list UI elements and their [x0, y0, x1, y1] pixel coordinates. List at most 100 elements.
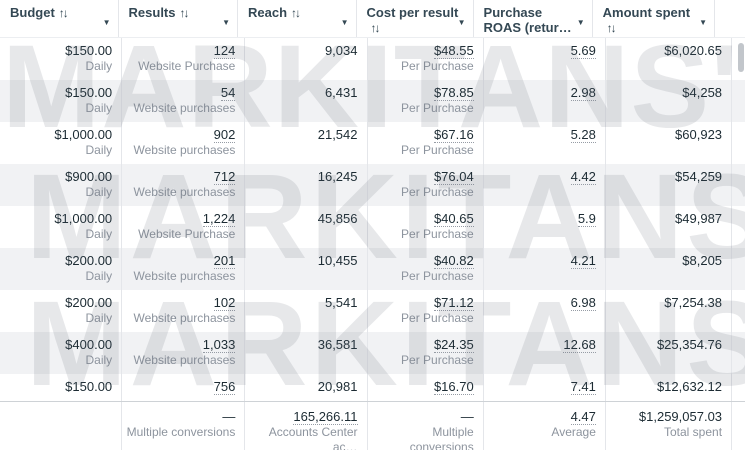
results-total-cell: — Multiple conversions: [122, 402, 246, 450]
cost-per-result-cell: $40.65 Per Purchase: [368, 206, 484, 248]
purchase-roas-cell: 7.41: [484, 374, 606, 401]
budget-cell: $900.00 Daily: [0, 164, 123, 206]
cost-per-result-value[interactable]: $67.16: [433, 127, 474, 143]
budget-value: $1,000.00: [54, 127, 113, 142]
results-total-value: —: [222, 409, 236, 424]
cost-per-result-value[interactable]: $78.85: [433, 85, 474, 101]
column-header-budget[interactable]: Budget ↑↓ ▼: [0, 0, 119, 37]
purchase-roas-value[interactable]: 12.68: [563, 337, 596, 353]
cost-per-result-value[interactable]: $16.70: [433, 379, 474, 395]
reach-total-value[interactable]: 165,266.11: [293, 409, 358, 425]
amount-spent-value: $4,258: [682, 85, 723, 100]
budget-cell: $200.00 Daily: [0, 290, 123, 332]
reach-cell: 36,581: [245, 332, 368, 374]
results-value[interactable]: 124: [213, 43, 236, 59]
purchase-roas-cell: 4.21: [484, 248, 606, 290]
amount-spent-value: $12,632.12: [656, 379, 723, 394]
budget-frequency: Daily: [85, 59, 113, 73]
budget-frequency: Daily: [85, 101, 113, 115]
purchase-roas-total-cell: 4.47 Average: [484, 402, 606, 450]
column-header-reach[interactable]: Reach ↑↓ ▼: [238, 0, 357, 37]
column-label: Purchase: [483, 5, 543, 20]
purchase-roas-cell: 5.69: [484, 38, 606, 80]
cost-per-result-value[interactable]: $76.04: [433, 169, 474, 185]
chevron-down-icon[interactable]: ▼: [699, 18, 707, 27]
result-type: Website purchases: [133, 311, 236, 325]
column-label: Results: [128, 5, 176, 20]
column-header-results[interactable]: Results ↑↓ ▼: [119, 0, 239, 37]
results-value[interactable]: 102: [213, 295, 236, 311]
amount-spent-cell: $49,987: [606, 206, 733, 248]
chevron-down-icon[interactable]: ▼: [340, 18, 349, 27]
reach-value: 20,981: [317, 379, 358, 394]
amount-spent-total-cell: $1,259,057.03 Total spent: [606, 402, 733, 450]
sort-icon[interactable]: ↑↓: [606, 21, 617, 35]
reach-cell: 21,542: [245, 122, 368, 164]
footer-spacer: [732, 402, 745, 450]
results-cell: 756: [122, 374, 246, 401]
reach-total-cell: 165,266.11 Accounts Center ac…: [245, 402, 368, 450]
purchase-roas-cell: 5.9: [484, 206, 606, 248]
sort-icon[interactable]: ↑↓: [58, 6, 69, 20]
reach-value: 45,856: [317, 211, 358, 226]
purchase-roas-value[interactable]: 5.69: [570, 43, 596, 59]
cost-per-result-total-label: Multiple conversions: [409, 425, 474, 450]
budget-value: $200.00: [65, 253, 113, 268]
result-type: Website purchases: [133, 353, 236, 367]
budget-cell: $1,000.00 Daily: [0, 122, 123, 164]
chevron-down-icon[interactable]: ▼: [576, 18, 585, 27]
column-label: Cost per result: [366, 5, 459, 20]
sort-icon[interactable]: ↑↓: [291, 6, 301, 20]
amount-spent-cell: $12,632.12: [606, 374, 733, 401]
scrollbar-thumb[interactable]: [738, 43, 744, 72]
cost-per-result-value[interactable]: $40.65: [433, 211, 474, 227]
results-value[interactable]: 201: [213, 253, 236, 269]
table-body: $150.00 Daily 124 Website Purchase 9,034…: [0, 38, 745, 401]
cost-per-result-value[interactable]: $24.35: [433, 337, 474, 353]
purchase-roas-value[interactable]: 6.98: [570, 295, 596, 311]
results-value[interactable]: 756: [213, 379, 236, 395]
cost-per-result-value[interactable]: $48.55: [433, 43, 474, 59]
cost-per-result-type: Per Purchase: [401, 143, 474, 157]
purchase-roas-value[interactable]: 5.9: [577, 211, 596, 227]
budget-value: $1,000.00: [54, 211, 113, 226]
row-spacer: [732, 80, 745, 122]
column-label: ROAS (retur…: [483, 20, 572, 35]
purchase-roas-value[interactable]: 2.98: [570, 85, 596, 101]
purchase-roas-value[interactable]: 7.41: [570, 379, 596, 395]
amount-spent-value: $7,254.38: [664, 295, 723, 310]
column-header-amount-spent[interactable]: Amount spent↑↓ ▼: [593, 0, 715, 37]
column-header-spacer: [715, 0, 745, 37]
reach-value: 5,541: [324, 295, 358, 310]
reach-cell: 45,856: [245, 206, 368, 248]
cost-per-result-value[interactable]: $71.12: [433, 295, 474, 311]
results-value[interactable]: 1,033: [202, 337, 236, 353]
row-spacer: [732, 248, 745, 290]
sort-icon[interactable]: ↑↓: [370, 21, 381, 35]
purchase-roas-total-value[interactable]: 4.47: [570, 409, 596, 425]
chevron-down-icon[interactable]: ▼: [102, 18, 111, 27]
purchase-roas-value[interactable]: 4.21: [570, 253, 596, 269]
budget-cell: $1,000.00 Daily: [0, 206, 123, 248]
reach-total-label: Accounts Center ac…: [268, 425, 358, 450]
purchase-roas-value[interactable]: 5.28: [570, 127, 596, 143]
results-value[interactable]: 54: [220, 85, 236, 101]
totals-row: — Multiple conversions 165,266.11 Accoun…: [0, 401, 745, 450]
table-row: $400.00 Daily 1,033 Website purchases 36…: [0, 332, 745, 374]
chevron-down-icon[interactable]: ▼: [457, 18, 466, 27]
column-header-purchase-roas[interactable]: Purchase ROAS (retur… ▼: [474, 0, 593, 37]
sort-icon[interactable]: ↑↓: [179, 6, 190, 20]
column-header-cost-per-result[interactable]: Cost per result↑↓ ▼: [357, 0, 474, 37]
cost-per-result-value[interactable]: $40.82: [433, 253, 474, 269]
table-row: $900.00 Daily 712 Website purchases 16,2…: [0, 164, 745, 206]
result-type: Website purchases: [133, 143, 236, 157]
table-row: $1,000.00 Daily 1,224 Website Purchase 4…: [0, 206, 745, 248]
chevron-down-icon[interactable]: ▼: [222, 18, 231, 27]
reach-cell: 9,034: [245, 38, 368, 80]
results-value[interactable]: 712: [213, 169, 236, 185]
cost-per-result-type: Per Purchase: [401, 101, 474, 115]
results-value[interactable]: 902: [213, 127, 236, 143]
reach-cell: 16,245: [245, 164, 368, 206]
results-value[interactable]: 1,224: [202, 211, 236, 227]
purchase-roas-value[interactable]: 4.42: [570, 169, 596, 185]
